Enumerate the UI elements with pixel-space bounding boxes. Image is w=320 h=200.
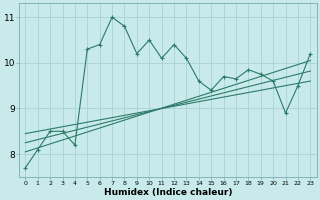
X-axis label: Humidex (Indice chaleur): Humidex (Indice chaleur) (104, 188, 232, 197)
